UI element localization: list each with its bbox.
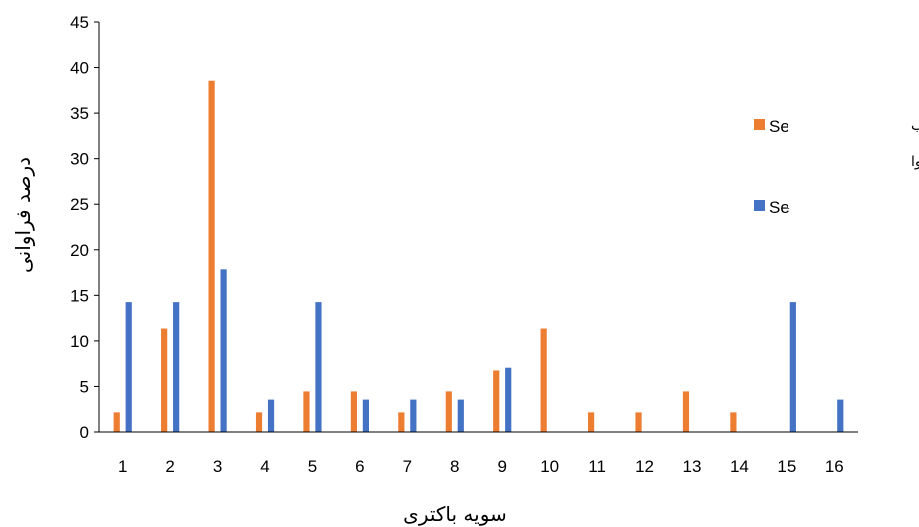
- y-tick-label: 15: [70, 286, 89, 305]
- x-tick-label: 15: [777, 457, 796, 476]
- legend-label-1: Se: [769, 117, 790, 136]
- bar-series-2-cat-15: [788, 301, 797, 433]
- bar-series-1-cat-8: [444, 390, 453, 433]
- x-tick-label: 7: [403, 457, 412, 476]
- x-tick-label: 12: [635, 457, 654, 476]
- x-tick-label: 5: [308, 457, 317, 476]
- bar-series-2-cat-9: [504, 366, 513, 433]
- x-tick-label: 6: [355, 457, 364, 476]
- y-tick-label: 20: [70, 241, 89, 260]
- bar-series-1-cat-14: [729, 411, 738, 433]
- bar-series-1-cat-4: [255, 411, 263, 433]
- y-tick-label: 45: [70, 13, 89, 32]
- bar-series-1-cat-9: [492, 369, 501, 433]
- y-tick-label: 10: [70, 332, 89, 351]
- x-tick-label: 4: [260, 457, 269, 476]
- x-axis-ticks: 1 2 3 4 5 6 7 8 9 10 11 12 13 14 15 16: [118, 457, 844, 476]
- x-tick-label: 9: [497, 457, 506, 476]
- x-tick-label: 2: [165, 457, 174, 476]
- bar-series-1-cat-6: [350, 390, 358, 433]
- x-tick-label: 10: [540, 457, 559, 476]
- overlay-label-air: نمونه‌های هوا: [911, 154, 919, 170]
- x-tick-label: 14: [730, 457, 749, 476]
- x-tick-label: 8: [450, 457, 459, 476]
- bar-series-1-cat-13: [682, 390, 690, 433]
- x-tick-label: 11: [588, 457, 606, 476]
- bar-series-2-cat-16: [836, 398, 845, 433]
- bar-series-1-cat-5: [302, 390, 311, 433]
- legend-swatch-1: [754, 119, 765, 130]
- y-tick-label: 5: [80, 377, 89, 396]
- bar-series-1-cat-10: [539, 327, 548, 433]
- bar-series-1-cat-12: [634, 411, 643, 433]
- bar-series-2-cat-6: [362, 398, 370, 433]
- legend-item-1: Se: [754, 117, 790, 136]
- bar-series-2-cat-7: [409, 398, 418, 433]
- x-tick-label: 16: [825, 457, 844, 476]
- bar-series-1-cat-11: [587, 411, 595, 433]
- y-tick-label: 40: [70, 59, 89, 78]
- bar-series-2-cat-1: [124, 301, 133, 433]
- x-tick-label: 13: [683, 457, 702, 476]
- bar-series-1-cat-3: [207, 79, 216, 433]
- bar-series-1-cat-7: [397, 411, 406, 433]
- legend-item-2: Se: [754, 198, 790, 217]
- y-tick-label: 0: [80, 423, 89, 442]
- bar-series-1-cat-1: [112, 411, 121, 433]
- bar-series-2-cat-2: [172, 301, 181, 433]
- y-tick-label: 25: [70, 195, 89, 214]
- bar-series-2-cat-3: [219, 268, 228, 433]
- bar-series-2-cat-4: [267, 398, 275, 433]
- overlay-label-books: نمونه‌های کتب: [911, 118, 919, 134]
- x-tick-label: 3: [213, 457, 222, 476]
- bar-series-1-cat-2: [160, 327, 169, 433]
- legend-label-2: Se: [769, 198, 790, 217]
- x-tick-label: 1: [118, 457, 127, 476]
- legend-swatch-2: [754, 200, 765, 211]
- y-axis-ticks: 0 5 10 15 20 25 30 35 40 45: [70, 13, 99, 442]
- bars: [112, 79, 845, 433]
- bar-series-2-cat-8: [456, 398, 465, 433]
- legend-overlay-box: [788, 108, 916, 208]
- x-axis-title: سویه باکتری: [403, 502, 507, 526]
- y-axis-title: درصد فراوانی: [11, 157, 35, 273]
- y-tick-label: 35: [70, 104, 89, 123]
- y-tick-label: 30: [70, 150, 89, 169]
- bar-series-2-cat-5: [314, 301, 323, 433]
- legend: Se Se نمونه‌های کتب نمونه‌های هوا: [754, 108, 919, 217]
